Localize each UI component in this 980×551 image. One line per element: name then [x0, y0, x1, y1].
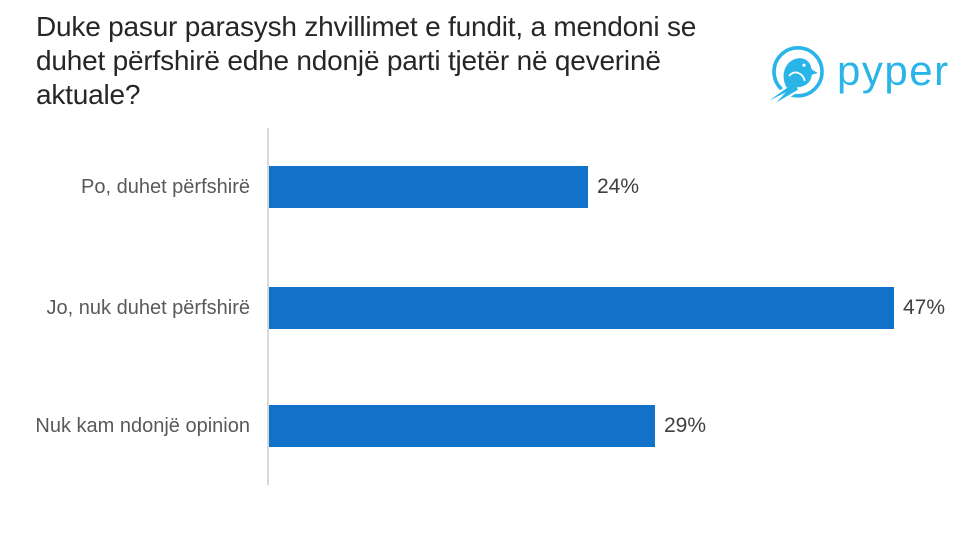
bar: [269, 287, 894, 329]
bar: [269, 405, 655, 447]
bird-in-circle-icon: [768, 46, 824, 104]
title-line-3: aktuale?: [36, 79, 141, 110]
chart-row: Nuk kam ndonjë opinion 29%: [0, 405, 980, 447]
bar-chart: Po, duhet përfshirë 24% Jo, nuk duhet përf…: [0, 128, 980, 485]
category-label: Jo, nuk duhet përfshirë: [46, 297, 250, 319]
category-label: Po, duhet përfshirë: [81, 176, 250, 198]
pyper-logo: pyper: [768, 42, 950, 104]
axis-line: [267, 128, 269, 485]
chart-title: Duke pasur parasysh zhvillimet e fundit,…: [36, 10, 696, 112]
value-label: 29%: [664, 414, 707, 437]
pyper-logo-text: pyper: [837, 47, 950, 94]
value-label: 24%: [597, 175, 640, 198]
title-line-2: duhet përfshirë edhe ndonjë parti tjetër…: [36, 45, 661, 76]
chart-row: Jo, nuk duhet përfshirë 47%: [0, 287, 980, 329]
chart-row: Po, duhet përfshirë 24%: [0, 166, 980, 208]
bar: [269, 166, 588, 208]
category-label: Nuk kam ndonjë opinion: [35, 415, 250, 437]
value-label: 47%: [903, 296, 946, 319]
title-line-1: Duke pasur parasysh zhvillimet e fundit,…: [36, 11, 697, 42]
